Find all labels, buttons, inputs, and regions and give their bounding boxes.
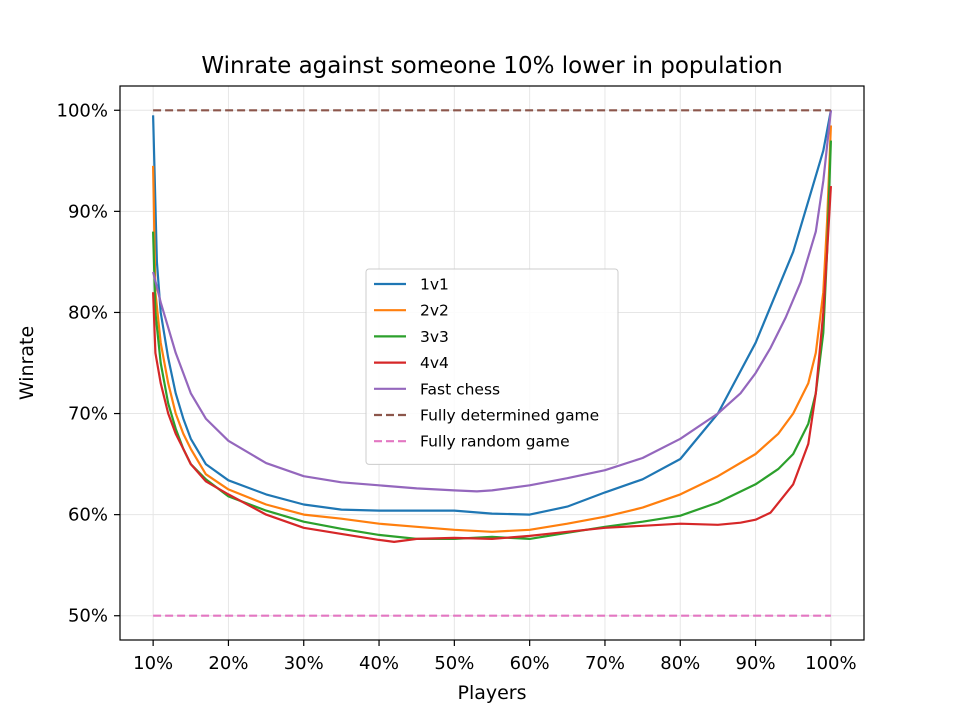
legend-label: 2v2 xyxy=(420,302,449,320)
x-tick-label: 40% xyxy=(359,653,399,674)
legend-label: 3v3 xyxy=(420,328,449,346)
y-axis-title: Winrate xyxy=(16,326,38,400)
y-tick-label: 90% xyxy=(68,201,108,222)
legend-label: Fast chess xyxy=(420,380,500,398)
x-tick-label: 30% xyxy=(284,653,324,674)
x-tick-label: 60% xyxy=(510,653,550,674)
axis-ticks: 10% 20% 30% 40% 50% 60% 70% 80% 90% 100% 50% 60% 70%… xyxy=(57,100,857,674)
y-tick-label: 70% xyxy=(68,404,108,425)
y-tick-label: 50% xyxy=(68,606,108,627)
y-tick-label: 60% xyxy=(68,505,108,526)
x-tick-label: 50% xyxy=(434,653,474,674)
y-tick-label: 80% xyxy=(68,302,108,323)
x-tick-label: 90% xyxy=(736,653,776,674)
plot-frame xyxy=(119,85,865,641)
legend-box xyxy=(365,268,619,465)
chart-title: Winrate against someone 10% lower in pop… xyxy=(201,53,782,79)
series-line-4v4 xyxy=(152,186,832,544)
y-tick-label: 100% xyxy=(57,100,108,121)
plot-series xyxy=(152,109,832,617)
x-axis-title: Players xyxy=(457,682,526,704)
series-line-fast-chess xyxy=(152,110,832,493)
x-tick-label: 20% xyxy=(208,653,248,674)
legend-label: 1v1 xyxy=(420,276,449,294)
legend-label: 4v4 xyxy=(420,354,449,372)
x-tick-label: 80% xyxy=(660,653,700,674)
legend-label: Fully random game xyxy=(420,433,570,451)
series-line-2v2 xyxy=(152,125,832,533)
legend-label: Fully determined game xyxy=(420,407,599,425)
x-tick-label: 100% xyxy=(805,653,856,674)
legend: 1v1 2v2 3v3 4v4 Fast chess Fully determined g… xyxy=(365,268,619,465)
series-line-1v1 xyxy=(152,110,832,516)
x-tick-label: 10% xyxy=(133,653,173,674)
x-tick-label: 70% xyxy=(585,653,625,674)
